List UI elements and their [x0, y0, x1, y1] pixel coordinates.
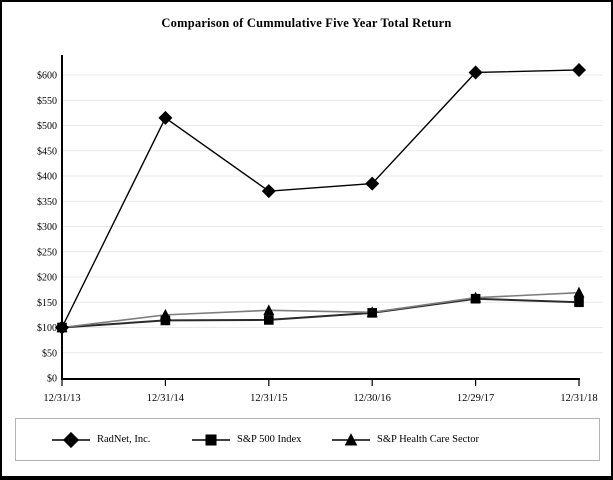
svg-text:12/31/18: 12/31/18: [560, 393, 597, 404]
series-line-1: [61, 297, 580, 329]
legend-item-radnet: RadNet, Inc.: [52, 419, 150, 460]
legend-label: S&P Health Care Sector: [377, 434, 479, 445]
legend-label: RadNet, Inc.: [97, 434, 151, 445]
svg-text:$200: $200: [37, 273, 57, 284]
line-chart: $0 $50 $100 $150 $200 $250 $300 $350 $400 $450 $50…: [37, 55, 603, 404]
legend-item-healthcare: S&P Health Care Sector: [332, 419, 479, 460]
series-line-0: [61, 69, 580, 328]
axes: [61, 55, 580, 386]
svg-text:$600: $600: [37, 71, 57, 82]
legend-label: S&P 500 Index: [237, 434, 302, 445]
svg-text:12/31/13: 12/31/13: [43, 393, 80, 404]
svg-text:$550: $550: [37, 96, 57, 107]
y-axis-labels: $0 $50 $100 $150 $200 $250 $300 $350 $400 $450 $50…: [37, 71, 57, 385]
diamond-marker-icon: [52, 431, 90, 448]
svg-text:$400: $400: [37, 172, 57, 183]
square-marker-icon: [192, 433, 230, 446]
legend-item-sp500: S&P 500 Index: [192, 419, 301, 460]
svg-text:$150: $150: [37, 298, 57, 309]
svg-text:$300: $300: [37, 222, 57, 233]
svg-text:$100: $100: [37, 323, 57, 334]
svg-text:12/31/15: 12/31/15: [250, 393, 287, 404]
svg-text:12/31/14: 12/31/14: [147, 393, 185, 404]
svg-text:$0: $0: [47, 374, 57, 385]
svg-text:$250: $250: [37, 247, 57, 258]
series-markers-2: [56, 286, 585, 333]
legend: RadNet, Inc. S&P 500 Index S&P Health Ca…: [15, 418, 600, 461]
chart-title: Comparison of Cummulative Five Year Tota…: [161, 16, 452, 30]
svg-text:$500: $500: [37, 121, 57, 132]
series-markers-1: [57, 293, 584, 333]
svg-text:12/30/16: 12/30/16: [354, 393, 391, 404]
triangle-marker-icon: [332, 432, 370, 446]
series-line-2: [61, 291, 580, 329]
x-axis-labels: 12/31/13 12/31/14 12/31/15 12/30/16 12/29/17…: [43, 393, 597, 404]
svg-text:$50: $50: [42, 348, 57, 359]
gridlines: [62, 74, 603, 354]
series-markers-0: [55, 62, 586, 335]
svg-text:12/29/17: 12/29/17: [457, 393, 494, 404]
svg-text:$350: $350: [37, 197, 57, 208]
svg-text:$450: $450: [37, 146, 57, 157]
